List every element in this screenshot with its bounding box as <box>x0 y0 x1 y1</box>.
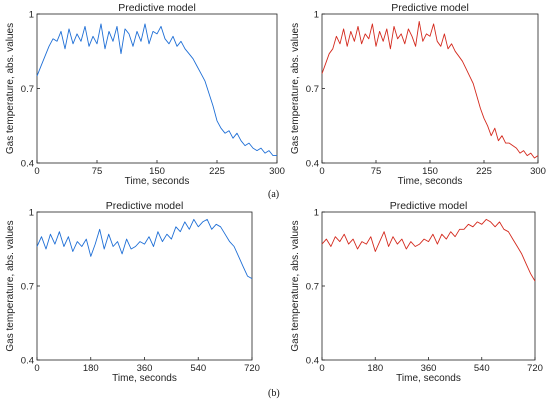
y-tick-label: 0.4 <box>21 356 34 367</box>
x-tick-label: 540 <box>474 363 490 374</box>
chart-panel-b-right: Predictive model 0 180 360 540 720 0.4 0.7 1 Time… <box>285 198 545 388</box>
x-tick-label: 75 <box>371 166 382 177</box>
y-tick-label: 0.4 <box>21 159 34 170</box>
chart-a-red: Predictive model 0 75 150 225 300 0.4 0.7 1 Time,… <box>290 2 546 187</box>
y-tick-label: 1 <box>29 10 34 21</box>
series-line <box>321 21 539 159</box>
x-tick-label: 720 <box>527 363 543 374</box>
series-line <box>321 218 536 282</box>
chart-title: Predictive model <box>391 2 469 14</box>
x-tick-label: 360 <box>421 363 437 374</box>
subfigure-label-a: (a) <box>268 189 280 200</box>
x-tick-label: 150 <box>149 166 165 177</box>
x-tick-label: 540 <box>190 363 206 374</box>
y-axis-label: Gas temperature, abs. values <box>290 220 301 351</box>
chart-a-blue: Predictive model 0 75 150 225 300 0.4 0.7 1 Time,… <box>5 2 285 187</box>
y-axis-label: Gas temperature, abs. values <box>5 220 16 351</box>
x-axis-label: Time, seconds <box>112 373 177 384</box>
y-tick-label: 0.4 <box>306 356 319 367</box>
y-tick-label: 0.7 <box>306 282 319 293</box>
y-tick-label: 0.7 <box>306 84 319 95</box>
x-tick-label: 75 <box>92 166 103 177</box>
x-tick-label: 150 <box>422 166 438 177</box>
x-axis-label: Time, seconds <box>396 373 461 384</box>
x-axis-label: Time, seconds <box>398 176 463 187</box>
series-line <box>36 23 277 157</box>
x-tick-label: 300 <box>269 166 285 177</box>
x-tick-label: 180 <box>367 363 383 374</box>
x-axis-label: Time, seconds <box>125 176 190 187</box>
x-tick-label: 0 <box>34 363 39 374</box>
plot-frame <box>321 211 536 361</box>
y-tick-label: 0.7 <box>21 282 34 293</box>
subfigure-label-b: (b) <box>268 388 280 399</box>
y-tick-label: 1 <box>29 208 34 219</box>
x-tick-label: 180 <box>83 363 99 374</box>
plot-frame <box>36 211 253 361</box>
x-tick-label: 720 <box>244 363 260 374</box>
x-tick-label: 225 <box>476 166 492 177</box>
x-tick-label: 360 <box>137 363 153 374</box>
y-tick-label: 0.4 <box>306 159 319 170</box>
chart-title: Predictive model <box>118 2 196 14</box>
y-tick-label: 1 <box>314 208 319 219</box>
series-line <box>36 218 253 279</box>
y-axis-label: Gas temperature, abs. values <box>5 23 16 154</box>
chart-b-blue: Predictive model 0 180 360 540 720 0.4 0.7 1 Time… <box>5 200 260 384</box>
x-tick-label: 300 <box>530 166 546 177</box>
y-tick-label: 0.7 <box>21 84 34 95</box>
chart-title: Predictive model <box>106 200 184 212</box>
x-tick-label: 0 <box>319 166 324 177</box>
y-axis-label: Gas temperature, abs. values <box>290 23 301 154</box>
chart-title: Predictive model <box>390 200 468 212</box>
x-tick-label: 225 <box>209 166 225 177</box>
chart-panel-a-right: Predictive model 0 75 150 225 300 0.4 0.7 1 Time,… <box>285 0 546 190</box>
x-tick-label: 0 <box>34 166 39 177</box>
chart-panel-b-left: Predictive model 0 180 360 540 720 0.4 0.7 1 Time… <box>0 198 280 388</box>
chart-panel-a-left: Predictive model 0 75 150 225 300 0.4 0.7 1 Time,… <box>0 0 285 190</box>
x-tick-label: 0 <box>319 363 324 374</box>
y-tick-label: 1 <box>314 10 319 21</box>
chart-b-red: Predictive model 0 180 360 540 720 0.4 0.7 1 Time… <box>290 200 543 384</box>
